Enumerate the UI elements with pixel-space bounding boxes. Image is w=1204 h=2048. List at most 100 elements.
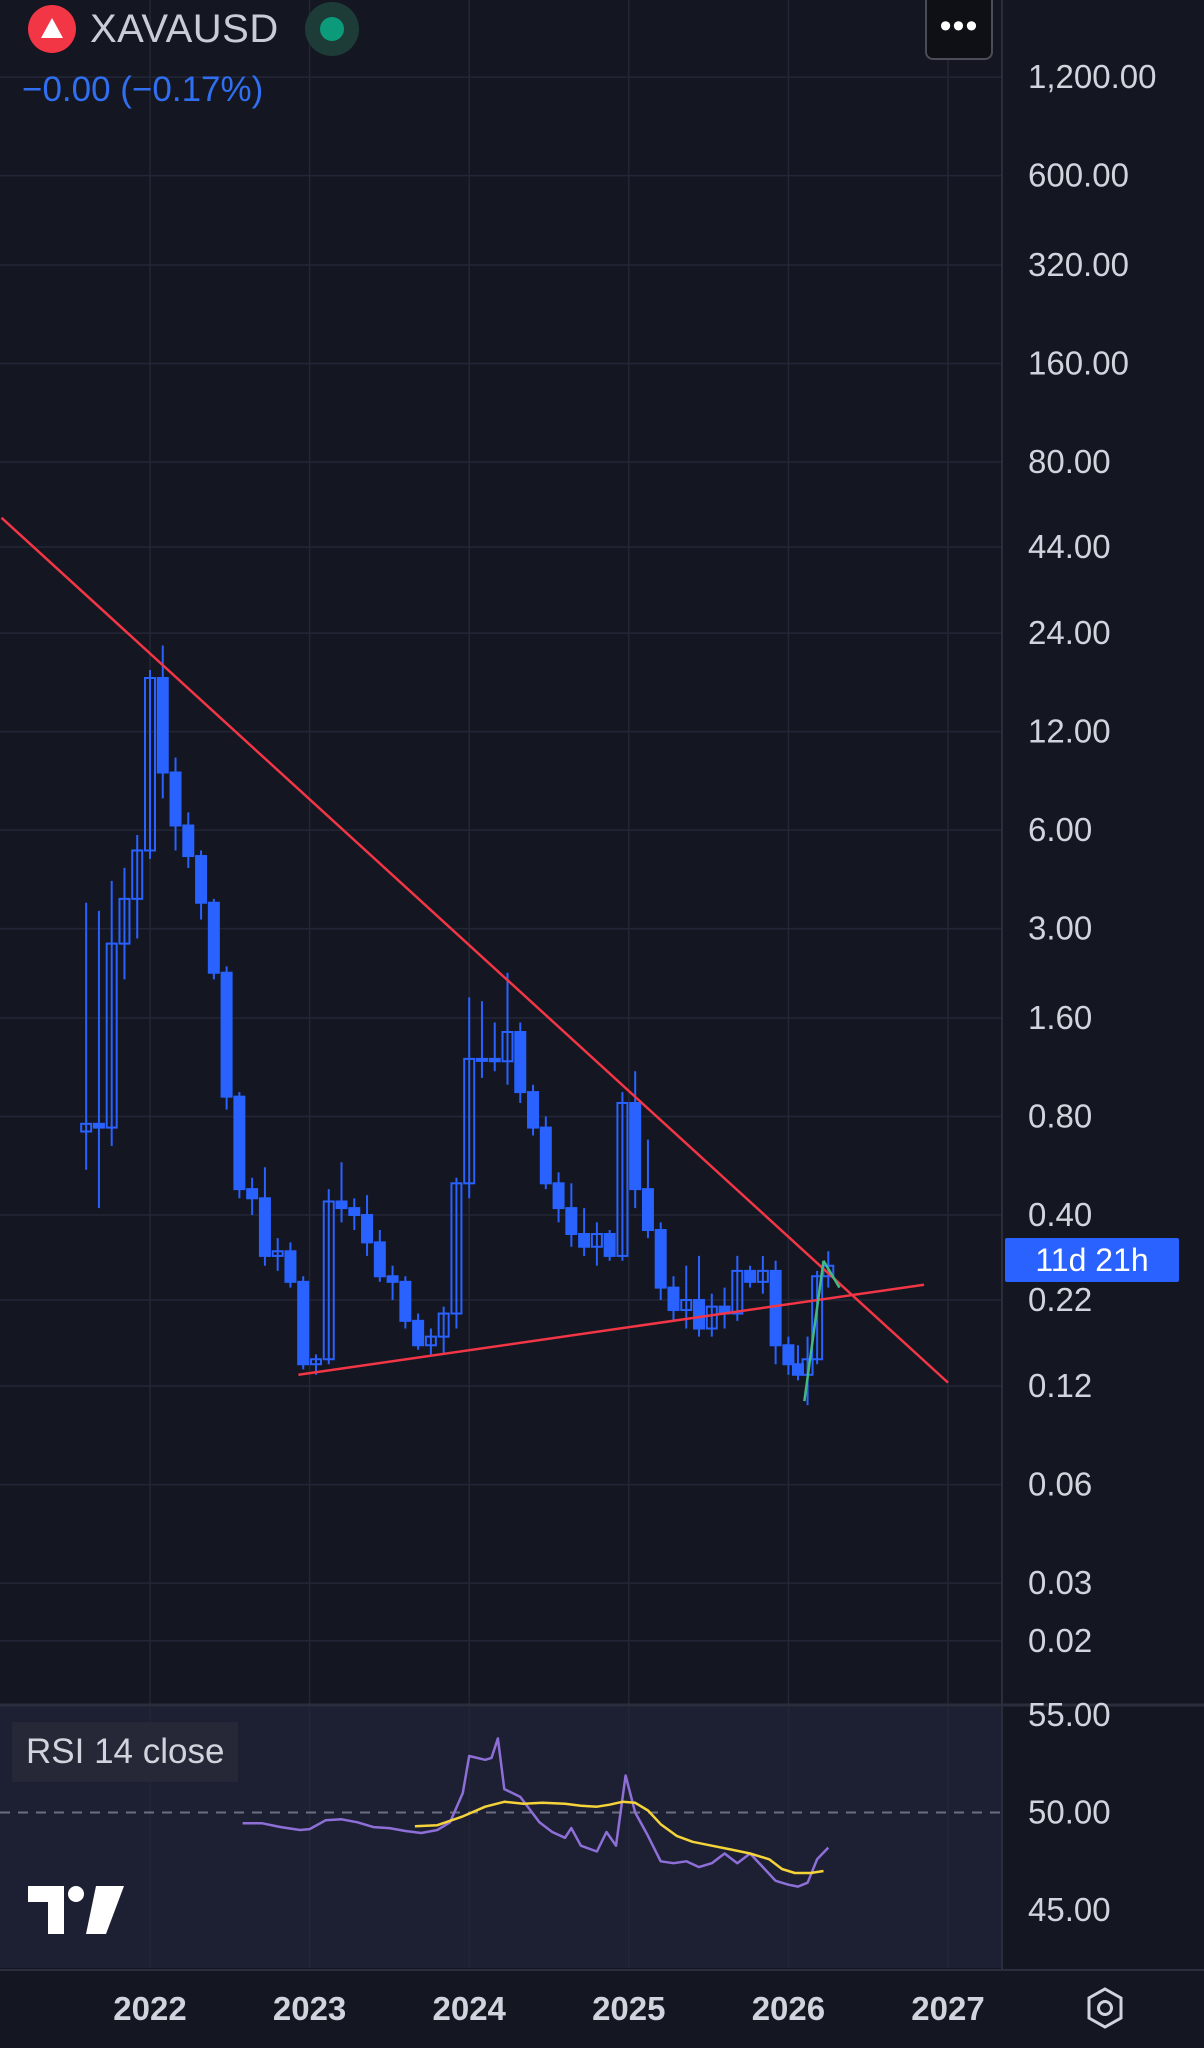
symbol-header[interactable]: XAVAUSD: [28, 2, 359, 56]
trendline: [0, 516, 949, 1384]
candle-body: [195, 855, 208, 904]
candle-body: [309, 1358, 322, 1366]
candle-body: [80, 1122, 93, 1133]
candle: [616, 1092, 629, 1261]
candle: [578, 1208, 591, 1256]
market-open-dot-icon[interactable]: [304, 2, 359, 56]
candle-body: [424, 1335, 437, 1347]
candle-body: [207, 901, 220, 974]
candle-body: [361, 1214, 374, 1244]
candle-body: [386, 1275, 399, 1283]
candle: [105, 880, 118, 1147]
candle: [744, 1265, 757, 1288]
price-tick-label: 80.00: [1028, 443, 1111, 480]
candle: [80, 902, 93, 1170]
price-grid: [0, 0, 1002, 1968]
candle-body: [514, 1030, 527, 1094]
candle-body: [539, 1126, 552, 1185]
trendline: [803, 1260, 825, 1402]
candle: [488, 1022, 501, 1072]
rsi-indicator-label[interactable]: RSI 14 close: [12, 1722, 239, 1782]
candle: [169, 757, 182, 851]
time-tick-label: 2026: [752, 1990, 825, 2027]
candle-body: [693, 1299, 706, 1330]
rsi-tick-label: 55.00: [1028, 1696, 1111, 1733]
price-tick-label: 3.00: [1028, 910, 1092, 947]
candle-body: [527, 1091, 540, 1129]
candle-body: [641, 1188, 654, 1232]
more-options-button[interactable]: •••: [925, 0, 993, 60]
candle-body: [629, 1101, 642, 1191]
candle-body: [791, 1363, 804, 1376]
candle-body: [335, 1200, 348, 1210]
candle: [373, 1230, 386, 1282]
candle-body: [169, 771, 182, 827]
candle: [233, 1092, 246, 1199]
candle: [731, 1255, 744, 1321]
candle: [501, 972, 514, 1085]
trendline: [298, 1283, 925, 1377]
candle-body: [297, 1280, 310, 1366]
candle: [539, 1116, 552, 1190]
candle-body: [731, 1269, 744, 1315]
candle: [475, 1001, 488, 1078]
candle: [271, 1238, 284, 1271]
time-tick-label: 2023: [273, 1990, 346, 2027]
candle-body: [220, 971, 233, 1098]
candle-body: [144, 677, 156, 852]
candle-body: [463, 1057, 476, 1185]
rsi-axis: 55.00 50.00 45.00: [1028, 1696, 1111, 1928]
rsi-ma-line: [414, 1800, 824, 1875]
tradingview-logo-icon: [28, 1886, 124, 1934]
candle: [195, 850, 208, 920]
candle: [463, 997, 476, 1199]
candle: [118, 867, 131, 980]
candle-body: [131, 849, 144, 900]
candle-body: [654, 1229, 667, 1289]
rsi-pane: [0, 1737, 1002, 1888]
candle: [450, 1177, 463, 1329]
candle-body: [744, 1269, 757, 1283]
candle: [156, 645, 169, 799]
trendlines: [0, 516, 949, 1402]
candle: [207, 898, 220, 980]
price-tick-label: 0.12: [1028, 1367, 1092, 1404]
price-tick-label: 0.22: [1028, 1281, 1092, 1318]
candle-body: [105, 942, 118, 1129]
candle-body: [488, 1057, 501, 1063]
candle-body: [475, 1057, 488, 1062]
candle: [335, 1162, 348, 1223]
brand-logo-icon: [28, 5, 76, 53]
candle: [246, 1177, 259, 1216]
candle-body: [590, 1233, 603, 1248]
candle-body: [565, 1207, 578, 1236]
time-tick-label: 2024: [432, 1990, 506, 2027]
candle: [322, 1189, 335, 1365]
candle-body: [284, 1250, 297, 1283]
price-tick-label: 0.02: [1028, 1622, 1092, 1659]
time-axis: 2022 2023 2024 2025 2026 2027: [113, 1990, 984, 2027]
price-tick-label: 1,200.00: [1028, 58, 1156, 95]
candle: [811, 1270, 824, 1365]
candle-body: [92, 1122, 105, 1129]
candle: [667, 1276, 680, 1321]
candle-body: [756, 1269, 769, 1283]
price-tick-label: 0.03: [1028, 1564, 1092, 1601]
symbol-name[interactable]: XAVAUSD: [90, 6, 279, 51]
bar-countdown-label: 11d 21h: [1005, 1238, 1179, 1282]
rsi-tick-label: 45.00: [1028, 1891, 1111, 1928]
candle-body: [450, 1182, 463, 1315]
candle-body: [233, 1095, 246, 1191]
price-tick-label: 44.00: [1028, 528, 1111, 565]
price-tick-label: 0.40: [1028, 1196, 1092, 1233]
candle: [220, 966, 233, 1110]
price-tick-label: 0.80: [1028, 1098, 1092, 1135]
candle-body: [118, 897, 131, 945]
settings-gear-icon[interactable]: [1083, 1986, 1127, 2030]
candle-body: [348, 1207, 361, 1217]
candle-body: [578, 1233, 591, 1248]
price-axis: 1,200.00 600.00 320.00 160.00 80.00 44.00 24.0…: [1028, 58, 1156, 1659]
candle: [437, 1306, 450, 1355]
price-tick-label: 0.06: [1028, 1466, 1092, 1503]
